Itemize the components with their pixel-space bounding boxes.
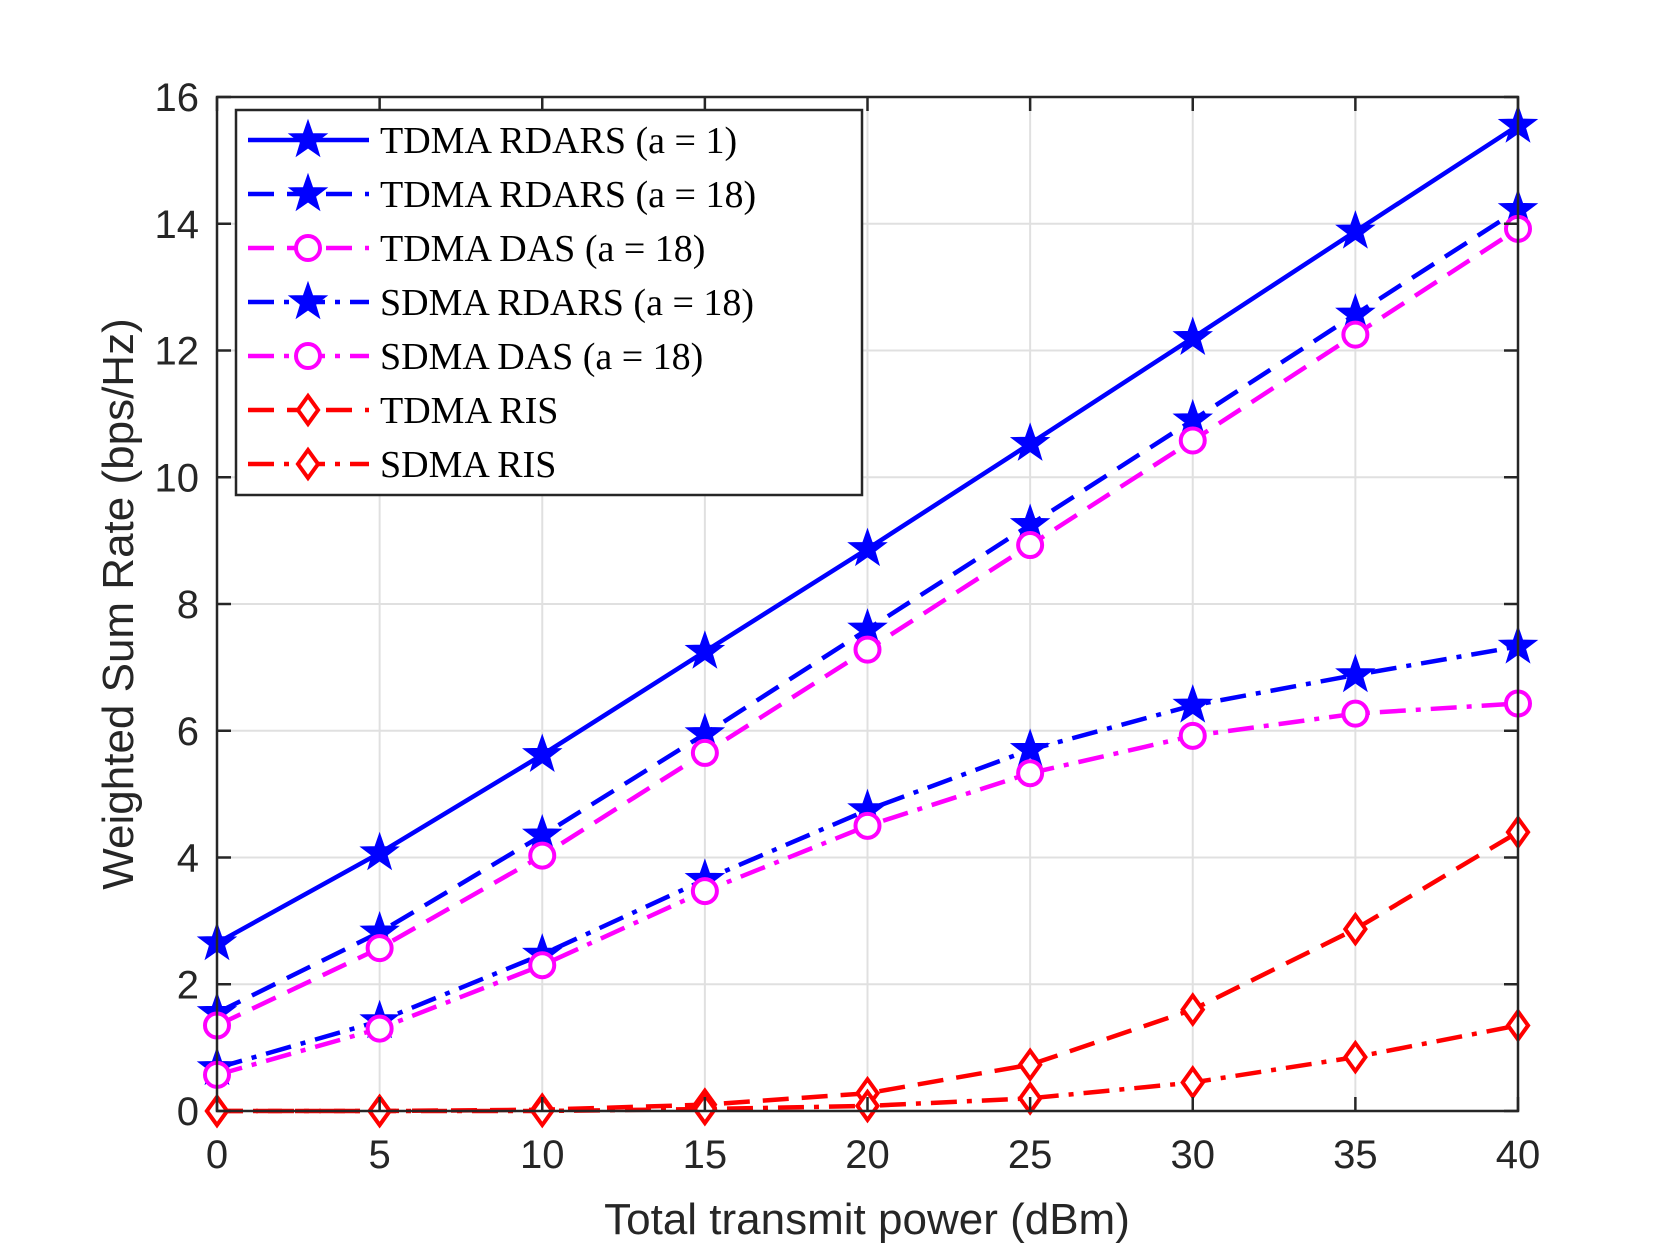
data-point xyxy=(365,1014,394,1043)
data-point xyxy=(1335,653,1376,693)
legend-label: SDMA DAS (a = 18) xyxy=(380,336,703,378)
legend-label-name: SDMA RDARS xyxy=(380,282,624,324)
y-tick-label: 16 xyxy=(155,76,200,120)
data-point xyxy=(1009,422,1051,461)
x-tick-label: 15 xyxy=(683,1133,728,1177)
legend-entry: TDMA RIS xyxy=(248,390,558,432)
data-point xyxy=(1342,1039,1368,1075)
legend-box xyxy=(234,108,864,497)
y-tick-label: 14 xyxy=(155,203,200,247)
x-tick-label: 25 xyxy=(1008,1133,1053,1177)
data-point xyxy=(690,738,719,767)
y-tick-label: 12 xyxy=(155,330,200,374)
legend-label-name: TDMA DAS xyxy=(380,228,575,270)
legend-label: TDMA RDARS (a = 18) xyxy=(380,174,756,216)
y-tick-label: 10 xyxy=(155,456,200,500)
tick-labels: 0 5 10 15 20 25 30 35 40 0 2 4 6 8 10 12 14 16 xyxy=(155,76,1541,1177)
data-point xyxy=(1009,728,1051,767)
data-point xyxy=(1016,531,1045,560)
data-point xyxy=(1342,911,1368,947)
x-tick-label: 5 xyxy=(369,1133,391,1177)
x-tick-label: 10 xyxy=(520,1133,565,1177)
data-point xyxy=(528,951,557,980)
legend-marker xyxy=(287,118,329,158)
data-point xyxy=(690,877,719,906)
x-tick-label: 0 xyxy=(206,1133,228,1177)
legend-label: TDMA DAS (a = 18) xyxy=(380,228,705,270)
legend-entry: SDMA RIS xyxy=(248,444,556,486)
data-point xyxy=(853,635,882,664)
legend-label-param: (a = 18) xyxy=(573,336,703,378)
legend-marker xyxy=(295,392,321,428)
data-point xyxy=(1341,320,1370,349)
y-tick-label: 6 xyxy=(177,710,199,754)
legend-label: SDMA RIS xyxy=(380,444,556,486)
y-tick-label: 2 xyxy=(177,963,199,1007)
data-point xyxy=(522,733,563,773)
legend-label-param: (a = 18) xyxy=(575,228,705,270)
data-point xyxy=(853,811,882,840)
series-1 xyxy=(196,104,1539,961)
y-axis-title: Weighted Sum Rate (bps/Hz) xyxy=(94,318,143,889)
data-point xyxy=(1180,1065,1206,1100)
legend: TDMA RDARS (a = 1)TDMA RDARS (a = 18)TDM… xyxy=(234,108,864,497)
legend-label-param: (a = 18) xyxy=(624,282,754,324)
x-tick-label: 35 xyxy=(1333,1133,1378,1177)
legend-label-name: TDMA RDARS xyxy=(380,120,626,162)
legend-label-name: TDMA RDARS xyxy=(380,174,626,216)
y-tick-label: 4 xyxy=(177,837,199,881)
data-point xyxy=(1016,759,1045,788)
data-point xyxy=(359,831,400,871)
data-point xyxy=(1178,426,1207,455)
legend-label: SDMA RDARS (a = 18) xyxy=(380,282,754,324)
legend-entry: TDMA RDARS (a = 18) xyxy=(248,172,756,216)
legend-entry: TDMA RDARS (a = 1) xyxy=(248,118,737,162)
series-5 xyxy=(203,689,1532,1089)
data-point xyxy=(1335,210,1376,249)
legend-label-param: (a = 18) xyxy=(626,174,756,216)
data-point xyxy=(1172,684,1213,723)
legend-label-name: SDMA RIS xyxy=(380,444,556,486)
data-point xyxy=(1172,316,1213,356)
series-line xyxy=(216,701,1519,1078)
series-3 xyxy=(203,214,1532,1040)
legend-marker xyxy=(287,280,329,320)
x-axis-title: Total transmit power (dBm) xyxy=(604,1195,1130,1244)
data-point xyxy=(528,841,557,870)
legend-label-param: (a = 1) xyxy=(626,120,737,162)
data-point xyxy=(1341,699,1370,728)
legend-marker xyxy=(287,172,329,212)
legend-entry: SDMA RDARS (a = 18) xyxy=(248,280,754,324)
legend-marker xyxy=(294,234,322,262)
y-tick-label: 8 xyxy=(177,583,199,627)
legend-marker xyxy=(294,342,322,370)
x-tick-label: 40 xyxy=(1496,1133,1541,1177)
x-tick-label: 20 xyxy=(845,1133,890,1177)
data-point xyxy=(847,527,888,567)
data-point xyxy=(365,934,394,963)
legend-label-name: SDMA DAS xyxy=(380,336,573,378)
axes xyxy=(215,95,1520,1113)
legend-label: TDMA RDARS (a = 1) xyxy=(380,120,737,162)
legend-marker xyxy=(295,446,321,482)
y-tick-label: 0 xyxy=(177,1090,199,1134)
data-point xyxy=(684,630,726,669)
data-point xyxy=(1178,721,1207,750)
legend-label: TDMA RIS xyxy=(380,390,558,432)
legend-entry: SDMA DAS (a = 18) xyxy=(248,336,703,378)
legend-entry: TDMA DAS (a = 18) xyxy=(248,228,705,270)
legend-label-name: TDMA RIS xyxy=(380,390,558,432)
data-point xyxy=(1017,1047,1043,1083)
x-tick-label: 30 xyxy=(1171,1133,1216,1177)
data-point xyxy=(1180,992,1206,1028)
